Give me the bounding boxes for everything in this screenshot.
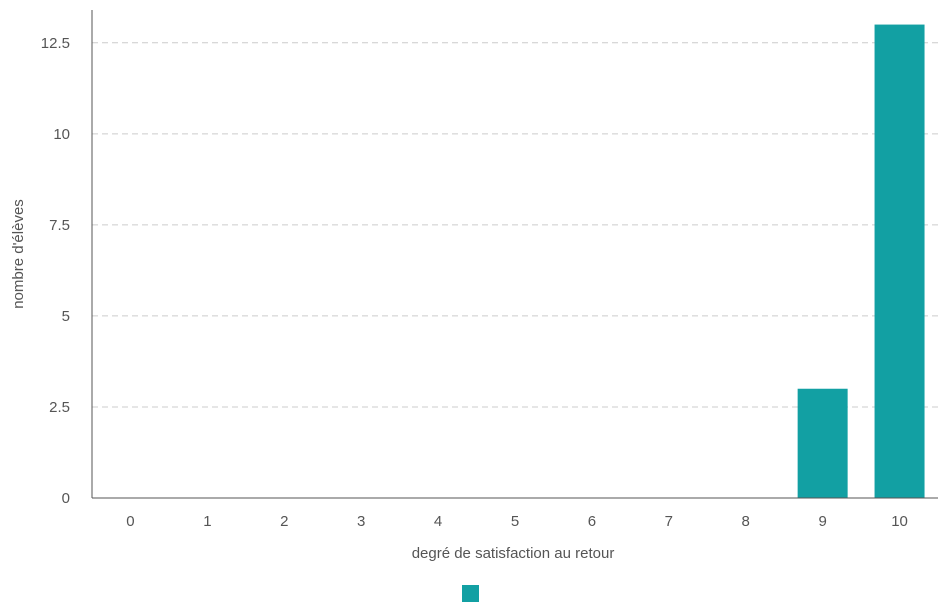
x-axis-title: degré de satisfaction au retour (412, 545, 615, 562)
grid-lines (92, 42, 938, 408)
bar (874, 24, 925, 498)
x-tick-label: 1 (203, 513, 211, 530)
y-tick-label: 7.5 (49, 217, 70, 234)
x-tick-label: 2 (280, 513, 288, 530)
y-tick-label: 10 (53, 126, 70, 143)
x-tick-label: 10 (891, 513, 908, 530)
x-tick-label: 8 (742, 513, 750, 530)
y-tick-label: 0 (62, 490, 70, 507)
x-tick-label: 7 (665, 513, 673, 530)
y-tick-label: 12.5 (41, 35, 70, 52)
bar (797, 388, 848, 498)
legend-swatch (462, 585, 479, 602)
bars (797, 24, 925, 498)
x-tick-label: 5 (511, 513, 519, 530)
x-tick-label: 6 (588, 513, 596, 530)
x-tick-label: 4 (434, 513, 442, 530)
x-tick-label: 0 (126, 513, 134, 530)
x-tick-label: 3 (357, 513, 365, 530)
x-tick-label: 9 (818, 513, 826, 530)
y-tick-label: 5 (62, 308, 70, 325)
y-tick-labels: 0 2.5 5 7.5 10 12.5 (41, 35, 70, 507)
y-axis-title: nombre d'élèves (10, 199, 27, 309)
x-tick-labels: 0 1 2 3 4 5 6 7 8 9 10 (126, 513, 908, 530)
y-tick-label: 2.5 (49, 399, 70, 416)
